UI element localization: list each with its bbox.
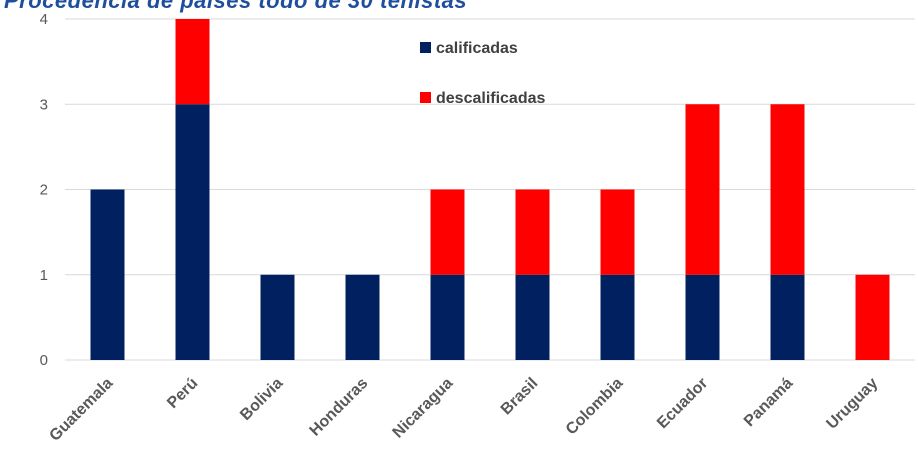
legend-swatch xyxy=(420,92,431,103)
bar-descalificadas xyxy=(515,189,550,275)
y-tick-label: 4 xyxy=(40,11,48,28)
bar-calificadas xyxy=(260,274,295,360)
x-tick-label: Nicaragua xyxy=(390,375,457,442)
legend-label: calificadas xyxy=(436,40,518,57)
x-tick-label: Perú xyxy=(164,375,201,412)
legend-swatch xyxy=(420,42,431,53)
x-tick-label: Panamá xyxy=(741,375,796,430)
bar-calificadas xyxy=(515,274,550,360)
legend-label: descalificadas xyxy=(436,90,546,107)
bar-descalificadas xyxy=(600,189,635,275)
x-tick-label: Bolivia xyxy=(237,375,286,424)
x-tick-label: Brasil xyxy=(498,375,541,418)
bar-descalificadas xyxy=(430,189,465,275)
bar-calificadas xyxy=(430,274,465,360)
bar-calificadas xyxy=(345,274,380,360)
y-tick-label: 3 xyxy=(40,96,48,113)
bar-calificadas xyxy=(90,189,125,360)
x-tick-label: Honduras xyxy=(307,375,372,440)
chart-title: Procedencia de países todo de 30 tenista… xyxy=(4,0,468,13)
x-tick-label: Ecuador xyxy=(654,375,711,432)
bar-descalificadas xyxy=(685,104,720,275)
y-tick-label: 0 xyxy=(40,352,48,369)
bar-descalificadas xyxy=(855,274,890,360)
y-tick-label: 2 xyxy=(40,182,48,199)
bar-calificadas xyxy=(600,274,635,360)
bar-descalificadas xyxy=(175,19,210,105)
bar-calificadas xyxy=(685,274,720,360)
x-tick-label: Uruguay xyxy=(823,375,881,433)
bar-calificadas xyxy=(770,274,805,360)
x-tick-label: Guatemala xyxy=(46,375,116,445)
bar-calificadas xyxy=(175,104,210,360)
y-tick-label: 1 xyxy=(40,267,48,284)
bar-descalificadas xyxy=(770,104,805,275)
x-tick-label: Colombia xyxy=(563,375,627,439)
